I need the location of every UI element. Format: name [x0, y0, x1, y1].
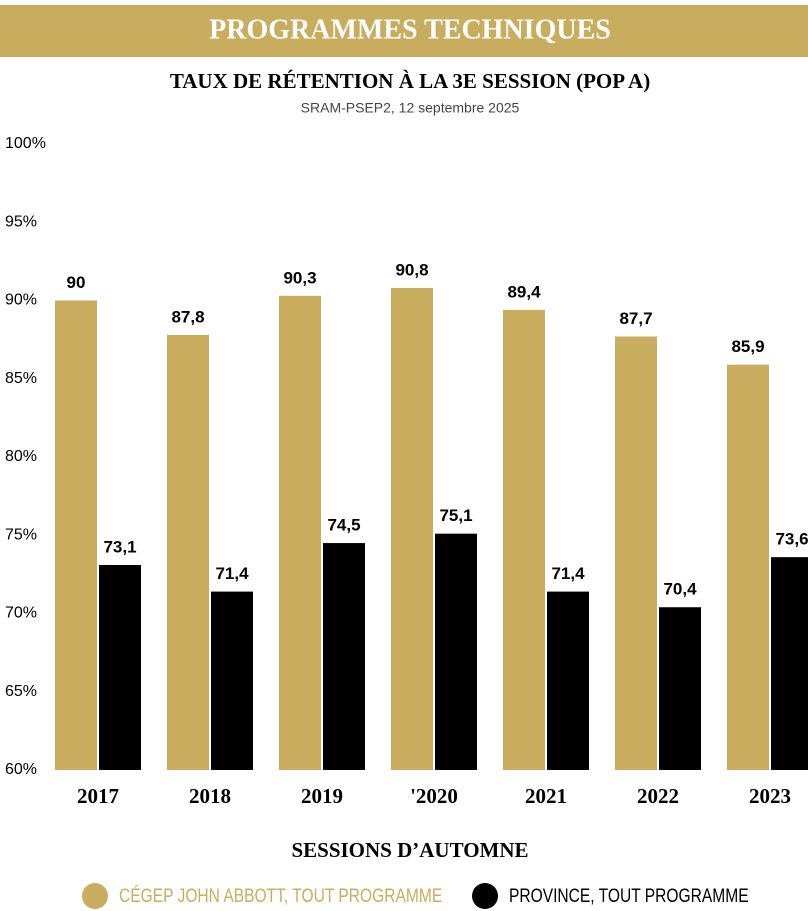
value-label: 75,1	[439, 506, 472, 525]
bar	[323, 543, 365, 770]
value-label: 90,8	[395, 260, 428, 279]
value-label: 85,9	[731, 337, 764, 356]
bar	[503, 309, 545, 770]
x-tick-label: '2020	[410, 784, 458, 808]
legend-label: PROVINCE, TOUT PROGRAMME	[509, 885, 749, 907]
value-label: 73,1	[103, 537, 136, 556]
bar	[211, 591, 253, 770]
value-label: 89,4	[507, 282, 541, 301]
value-label: 87,7	[619, 309, 652, 328]
value-label: 70,4	[663, 580, 697, 599]
y-tick-label: 100%	[5, 135, 46, 152]
x-tick-label: 2021	[525, 784, 567, 808]
y-tick-label: 90%	[5, 292, 37, 309]
x-tick-label: 2017	[77, 784, 119, 808]
bar	[55, 300, 97, 770]
banner: PROGRAMMES TECHNIQUES	[209, 14, 611, 45]
x-axis-label: SESSIONS D’AUTOMNE	[291, 838, 528, 862]
legend-label: CÉGEP JOHN ABBOTT, TOUT PROGRAMME	[119, 885, 442, 907]
bar	[771, 557, 808, 770]
y-tick-label: 85%	[5, 370, 37, 387]
bar	[391, 287, 433, 770]
x-tick-label: 2022	[637, 784, 679, 808]
bar	[727, 364, 769, 770]
bar	[547, 591, 589, 770]
chart-subtitle: SRAM-PSEP2, 12 septembre 2025	[301, 100, 520, 116]
legend-swatch	[82, 883, 108, 909]
x-tick-label: 2018	[189, 784, 231, 808]
y-tick-label: 60%	[5, 761, 37, 778]
x-tick-label: 2019	[301, 784, 343, 808]
y-tick-label: 95%	[5, 213, 37, 230]
bar	[615, 336, 657, 770]
y-tick-label: 80%	[5, 448, 37, 465]
y-tick-label: 70%	[5, 605, 37, 622]
value-label: 87,8	[171, 307, 204, 326]
value-label: 73,6	[775, 530, 808, 549]
value-label: 71,4	[215, 564, 249, 583]
banner-bg	[0, 5, 808, 57]
bar	[279, 295, 321, 770]
value-label: 74,5	[327, 516, 360, 535]
value-label: 90,3	[283, 268, 316, 287]
y-tick-label: 65%	[5, 683, 37, 700]
bar	[167, 334, 209, 770]
y-tick-label: 75%	[5, 526, 37, 543]
value-label: 71,4	[551, 564, 585, 583]
bar	[99, 564, 141, 770]
x-tick-label: 2023	[749, 784, 791, 808]
value-label: 90	[67, 273, 86, 292]
bar	[435, 533, 477, 770]
bar	[659, 607, 701, 770]
legend-swatch	[472, 883, 498, 909]
chart-title: TAUX DE RÉTENTION À LA 3E SESSION (POP A…	[170, 69, 650, 93]
